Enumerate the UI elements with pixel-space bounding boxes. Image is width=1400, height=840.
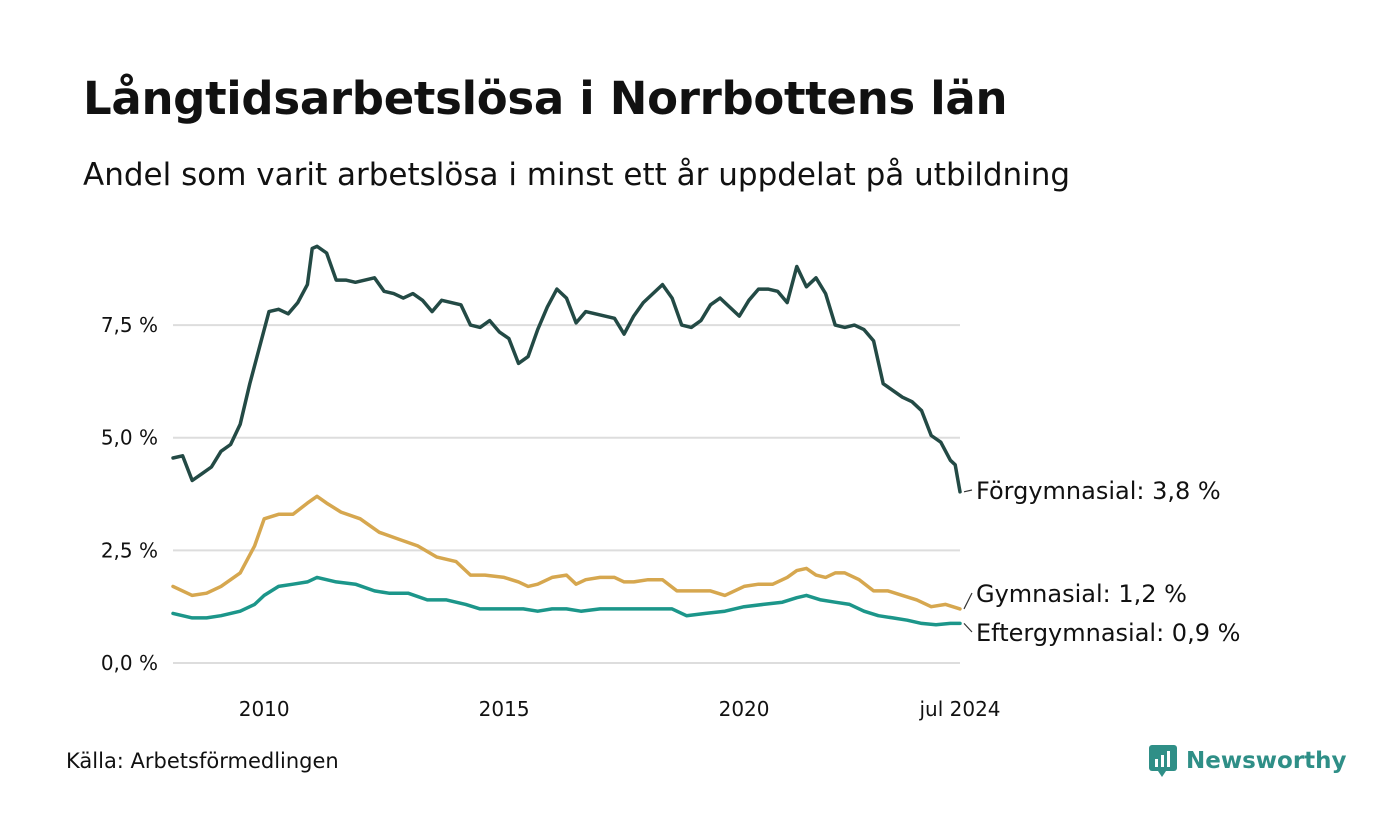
series-line-förgymnasial — [171, 244, 962, 494]
chart-subtitle: Andel som varit arbetslösa i minst ett å… — [83, 157, 1071, 193]
y-tick-label: 2,5 % — [101, 538, 158, 562]
source-note: Källa: Arbetsförmedlingen — [66, 749, 339, 773]
series-line-gymnasial — [171, 494, 962, 611]
series-line-eftergymnasial — [171, 575, 962, 627]
label-connector — [963, 592, 973, 610]
x-tick-label: jul 2024 — [918, 697, 1000, 721]
x-tick-label: 2015 — [479, 697, 530, 721]
chart-title: Långtidsarbetslösa i Norrbottens län — [83, 72, 1008, 125]
y-tick-label: 5,0 % — [101, 426, 158, 450]
series-end-label: Gymnasial: 1,2 % — [976, 580, 1187, 608]
label-connector — [963, 622, 973, 633]
brand-logo: Newsworthy — [1148, 744, 1347, 778]
series-end-label: Förgymnasial: 3,8 % — [976, 477, 1221, 505]
brand-name: Newsworthy — [1186, 748, 1347, 774]
x-tick-label: 2010 — [239, 697, 290, 721]
y-tick-label: 7,5 % — [101, 313, 158, 337]
newsworthy-logo-icon — [1149, 745, 1177, 777]
x-tick-label: 2020 — [719, 697, 770, 721]
label-connector — [963, 489, 973, 493]
y-tick-label: 0,0 % — [101, 651, 158, 675]
series-end-label: Eftergymnasial: 0,9 % — [976, 619, 1240, 647]
